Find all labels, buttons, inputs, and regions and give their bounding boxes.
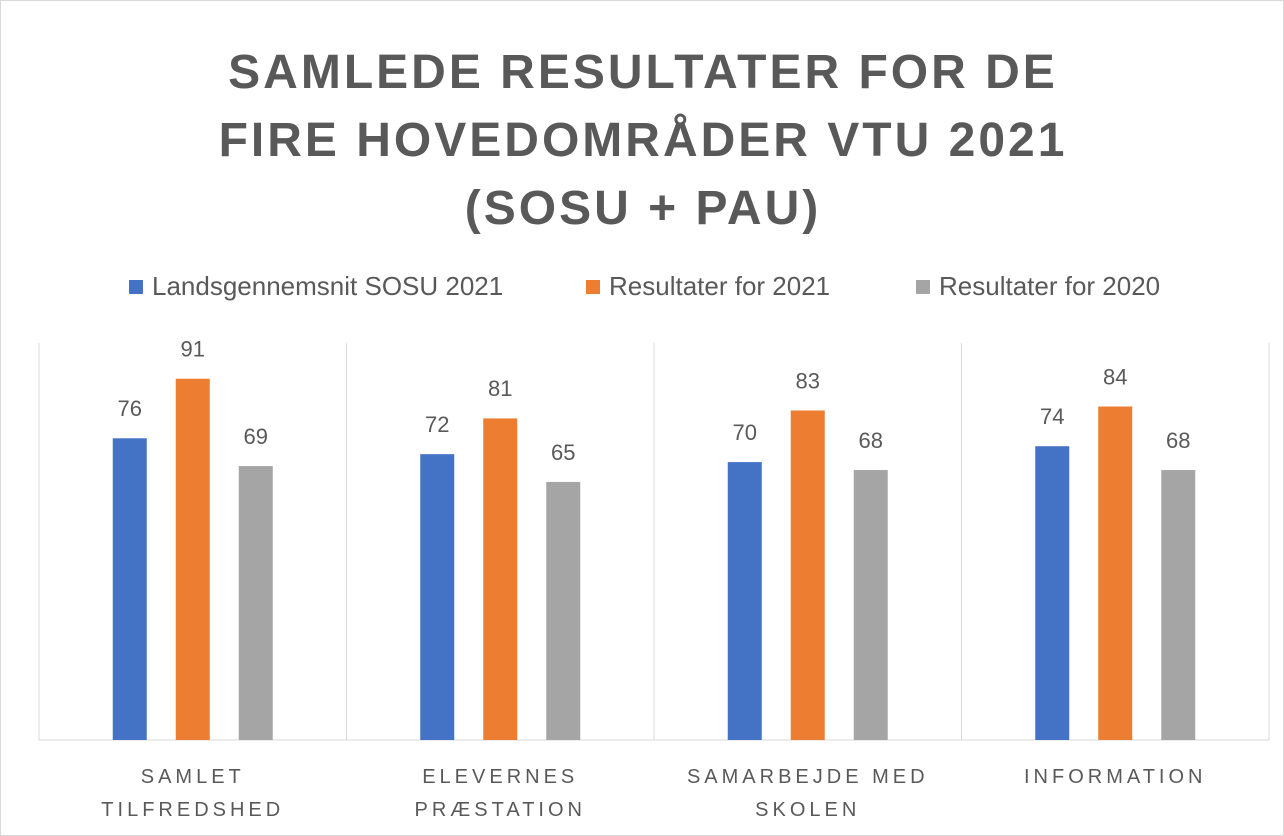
x-tick-label: INFORMATION bbox=[1023, 766, 1207, 788]
bar bbox=[238, 466, 273, 740]
data-label: 70 bbox=[733, 420, 757, 445]
data-label: 81 bbox=[488, 376, 512, 401]
legend-label: Landsgennemsnit SOSU 2021 bbox=[152, 271, 503, 301]
bar bbox=[420, 454, 455, 740]
bar bbox=[1098, 406, 1133, 740]
bar bbox=[1161, 470, 1196, 740]
data-label: 74 bbox=[1040, 404, 1064, 429]
bar bbox=[546, 481, 581, 740]
data-label: 91 bbox=[181, 337, 205, 362]
bar bbox=[1035, 446, 1070, 740]
bar bbox=[727, 462, 762, 740]
x-tick-label: SAMLET TILFREDSHED bbox=[101, 766, 285, 821]
data-label: 69 bbox=[244, 424, 268, 449]
bar bbox=[853, 470, 888, 740]
data-label: 76 bbox=[118, 396, 142, 421]
data-label: 83 bbox=[796, 368, 820, 393]
legend-swatch bbox=[916, 280, 930, 294]
chart-title: SAMLEDE RESULTATER FOR DE FIRE HOVEDOMRÅ… bbox=[218, 46, 1068, 235]
bar bbox=[175, 378, 210, 740]
bar bbox=[483, 418, 518, 740]
data-label: 65 bbox=[551, 440, 575, 465]
data-label: 68 bbox=[859, 428, 883, 453]
legend-swatch bbox=[129, 280, 143, 294]
data-label: 72 bbox=[425, 412, 449, 437]
data-label: 84 bbox=[1103, 364, 1127, 389]
bar bbox=[112, 438, 147, 740]
legend-label: Resultater for 2020 bbox=[939, 271, 1160, 301]
data-label: 68 bbox=[1166, 428, 1190, 453]
x-tick-label: ELEVERNES PRÆSTATION bbox=[414, 766, 586, 821]
legend-label: Resultater for 2021 bbox=[609, 271, 830, 301]
x-tick-label: SAMARBEJDE MED SKOLEN bbox=[686, 766, 929, 821]
bar bbox=[790, 410, 825, 740]
legend-swatch bbox=[586, 280, 600, 294]
